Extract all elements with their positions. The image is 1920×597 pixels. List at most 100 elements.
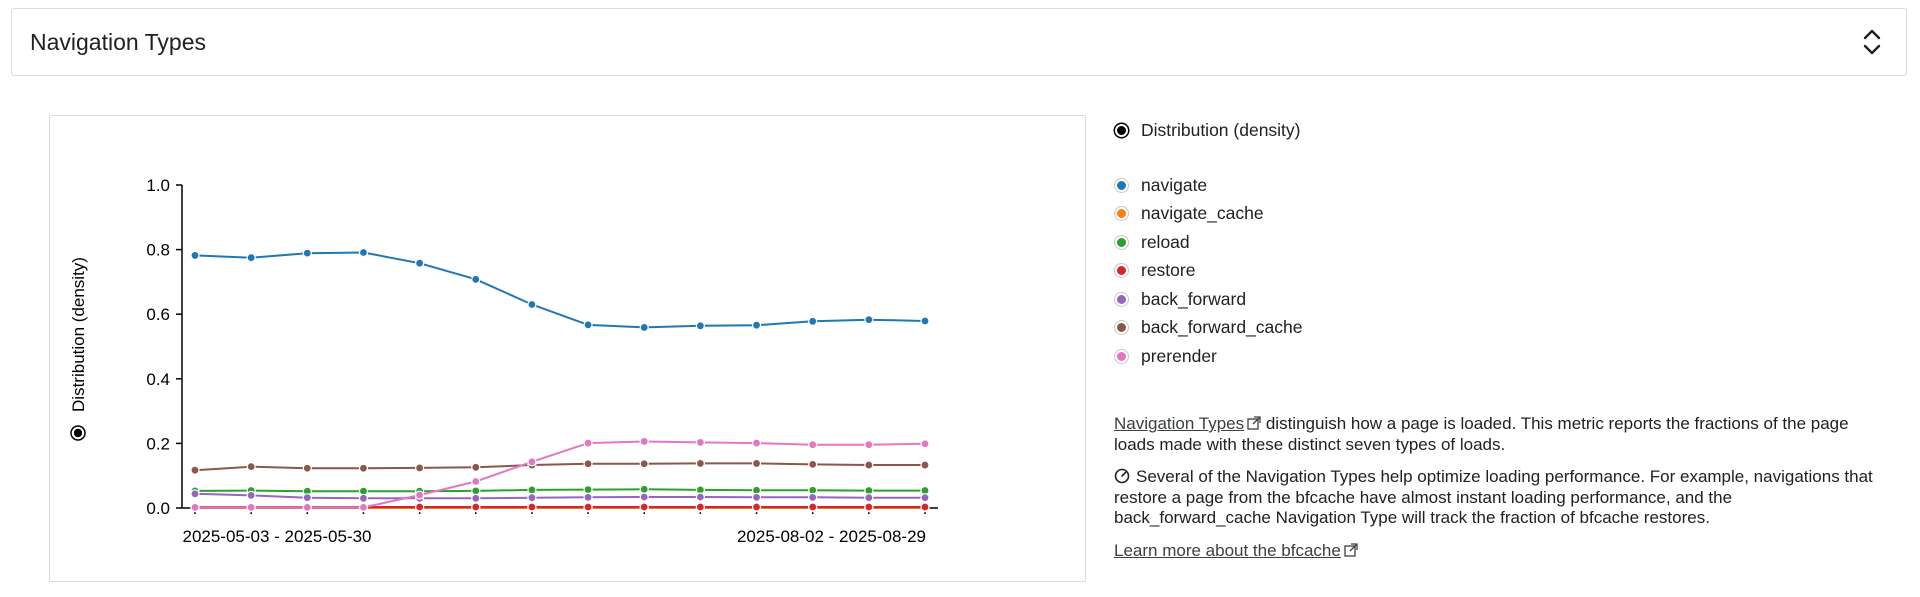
navigation-types-link[interactable]: Navigation Types [1114, 414, 1261, 433]
legend-swatch [1115, 292, 1128, 306]
data-point-navigate [190, 250, 200, 261]
data-point-navigate [751, 320, 762, 330]
description-paragraph-3: Learn more about the bfcache [1114, 541, 1884, 562]
data-point-prerender [864, 440, 874, 450]
data-point-restore [471, 502, 481, 512]
data-point-back-forward [358, 493, 369, 503]
description-text-1: distinguish how a page is loaded. This m… [1114, 414, 1849, 454]
legend-item-reload[interactable]: reload [1115, 228, 1190, 256]
data-point-reload [471, 486, 481, 496]
data-point-navigate [920, 316, 930, 326]
data-point-prerender [302, 502, 312, 512]
data-point-back-forward [246, 490, 256, 501]
chart-card: 0.0 0.2 0.4 0.6 0.8 1.0 2025-05-03 - 2025-05-3… [49, 115, 1086, 582]
data-point-navigate [639, 322, 649, 333]
data-point-prerender [808, 440, 818, 450]
data-point-back-forward [527, 493, 537, 503]
external-link-icon [1344, 542, 1358, 557]
data-point-back-forward [190, 489, 200, 499]
data-point-back-forward-cache [808, 459, 818, 469]
legend-item-back-forward-cache[interactable]: back_forward_cache [1115, 314, 1302, 342]
data-point-back-forward [639, 492, 649, 502]
legend-item-prerender[interactable]: prerender [1115, 342, 1217, 370]
data-point-restore [527, 502, 537, 512]
line-chart: 0.0 0.2 0.4 0.6 0.8 1.0 2025-05-03 - 2025-05-3… [69, 176, 938, 546]
data-point-back-forward-cache [920, 460, 930, 470]
section-title: Navigation Types [30, 28, 207, 55]
y-tick-label: 0.4 [146, 370, 170, 389]
data-point-back-forward-cache [583, 459, 593, 469]
data-point-reload [583, 484, 593, 495]
legend-swatch [1115, 321, 1128, 334]
data-point-prerender [695, 437, 705, 448]
data-point-navigate [864, 315, 874, 325]
series-line-reload [194, 488, 925, 493]
series-line-back-forward-cache [194, 462, 925, 472]
data-point-restore [808, 502, 818, 512]
data-point-navigate [471, 274, 481, 284]
data-point-restore [751, 502, 762, 512]
legend-swatch [1115, 207, 1128, 220]
legend-swatch [1115, 264, 1128, 277]
series-line-navigate [194, 251, 926, 329]
section-header[interactable]: Navigation Types [11, 8, 1907, 76]
legend-item-back-forward[interactable]: back_forward [1115, 285, 1246, 313]
data-point-restore [920, 502, 930, 512]
y-tick-label: 0.6 [146, 305, 170, 324]
y-axis-radio-dot [73, 428, 83, 438]
legend-item-density[interactable]: Distribution (density) [1115, 116, 1301, 144]
x-tick-label: 2025-05-03 - 2025-05-30 [182, 527, 371, 546]
data-point-back-forward [471, 493, 481, 503]
data-point-back-forward [751, 492, 762, 502]
data-point-back-forward-cache [415, 463, 425, 473]
data-point-prerender [639, 436, 649, 447]
data-point-prerender [415, 490, 425, 500]
legend-label-density: Distribution (density) [1141, 119, 1301, 140]
data-point-back-forward [864, 493, 874, 503]
learn-more-bfcache-link[interactable]: Learn more about the bfcache [1114, 541, 1358, 560]
data-point-prerender [190, 502, 200, 512]
description-paragraph-1: Navigation Types distinguish how a page … [1114, 414, 1884, 455]
data-point-navigate [302, 248, 312, 258]
data-point-back-forward-cache [246, 462, 256, 472]
legend-label: navigate_cache [1141, 203, 1264, 223]
series-line-back-forward [194, 492, 925, 500]
legend-item-navigate[interactable]: navigate [1115, 171, 1207, 199]
data-point-back-forward-cache [358, 463, 369, 473]
data-point-back-forward [302, 493, 312, 503]
data-point-back-forward-cache [695, 458, 705, 469]
data-point-back-forward-cache [302, 463, 312, 473]
description-paragraph-2: Several of the Navigation Types help opt… [1114, 467, 1884, 529]
data-point-back-forward-cache [864, 460, 874, 470]
data-point-navigate [583, 320, 593, 330]
legend-item-restore[interactable]: restore [1115, 257, 1195, 285]
data-point-prerender [920, 439, 930, 449]
y-tick-label: 0.2 [146, 434, 170, 453]
data-point-navigate [527, 299, 537, 310]
series-line-prerender [195, 440, 926, 509]
data-point-back-forward-cache [751, 458, 762, 469]
description-text-2: Several of the Navigation Types help opt… [1114, 467, 1873, 527]
data-point-prerender [583, 438, 593, 448]
data-point-navigate [808, 316, 818, 326]
external-link-icon [1247, 416, 1261, 430]
radio-selected-icon [1115, 123, 1128, 137]
legend-item-navigate-cache[interactable]: navigate_cache [1115, 200, 1264, 228]
data-point-reload [639, 484, 649, 494]
data-point-back-forward-cache [471, 462, 481, 472]
legend-label: restore [1141, 260, 1196, 280]
data-point-prerender [527, 457, 537, 467]
data-point-back-forward [808, 492, 818, 502]
speed-gauge-icon [1114, 468, 1130, 484]
legend-label: prerender [1141, 345, 1217, 366]
expand-collapse-icon[interactable] [1858, 24, 1886, 60]
legend-swatch [1115, 235, 1128, 249]
description: Navigation Types distinguish how a page … [1114, 414, 1884, 573]
data-point-restore [583, 502, 593, 512]
legend-label: reload [1141, 231, 1190, 252]
data-point-restore [639, 502, 649, 512]
data-point-navigate [415, 258, 425, 268]
data-point-reload [527, 485, 537, 495]
data-point-navigate [246, 253, 256, 263]
legend-label: back_forward_cache [1141, 317, 1303, 337]
